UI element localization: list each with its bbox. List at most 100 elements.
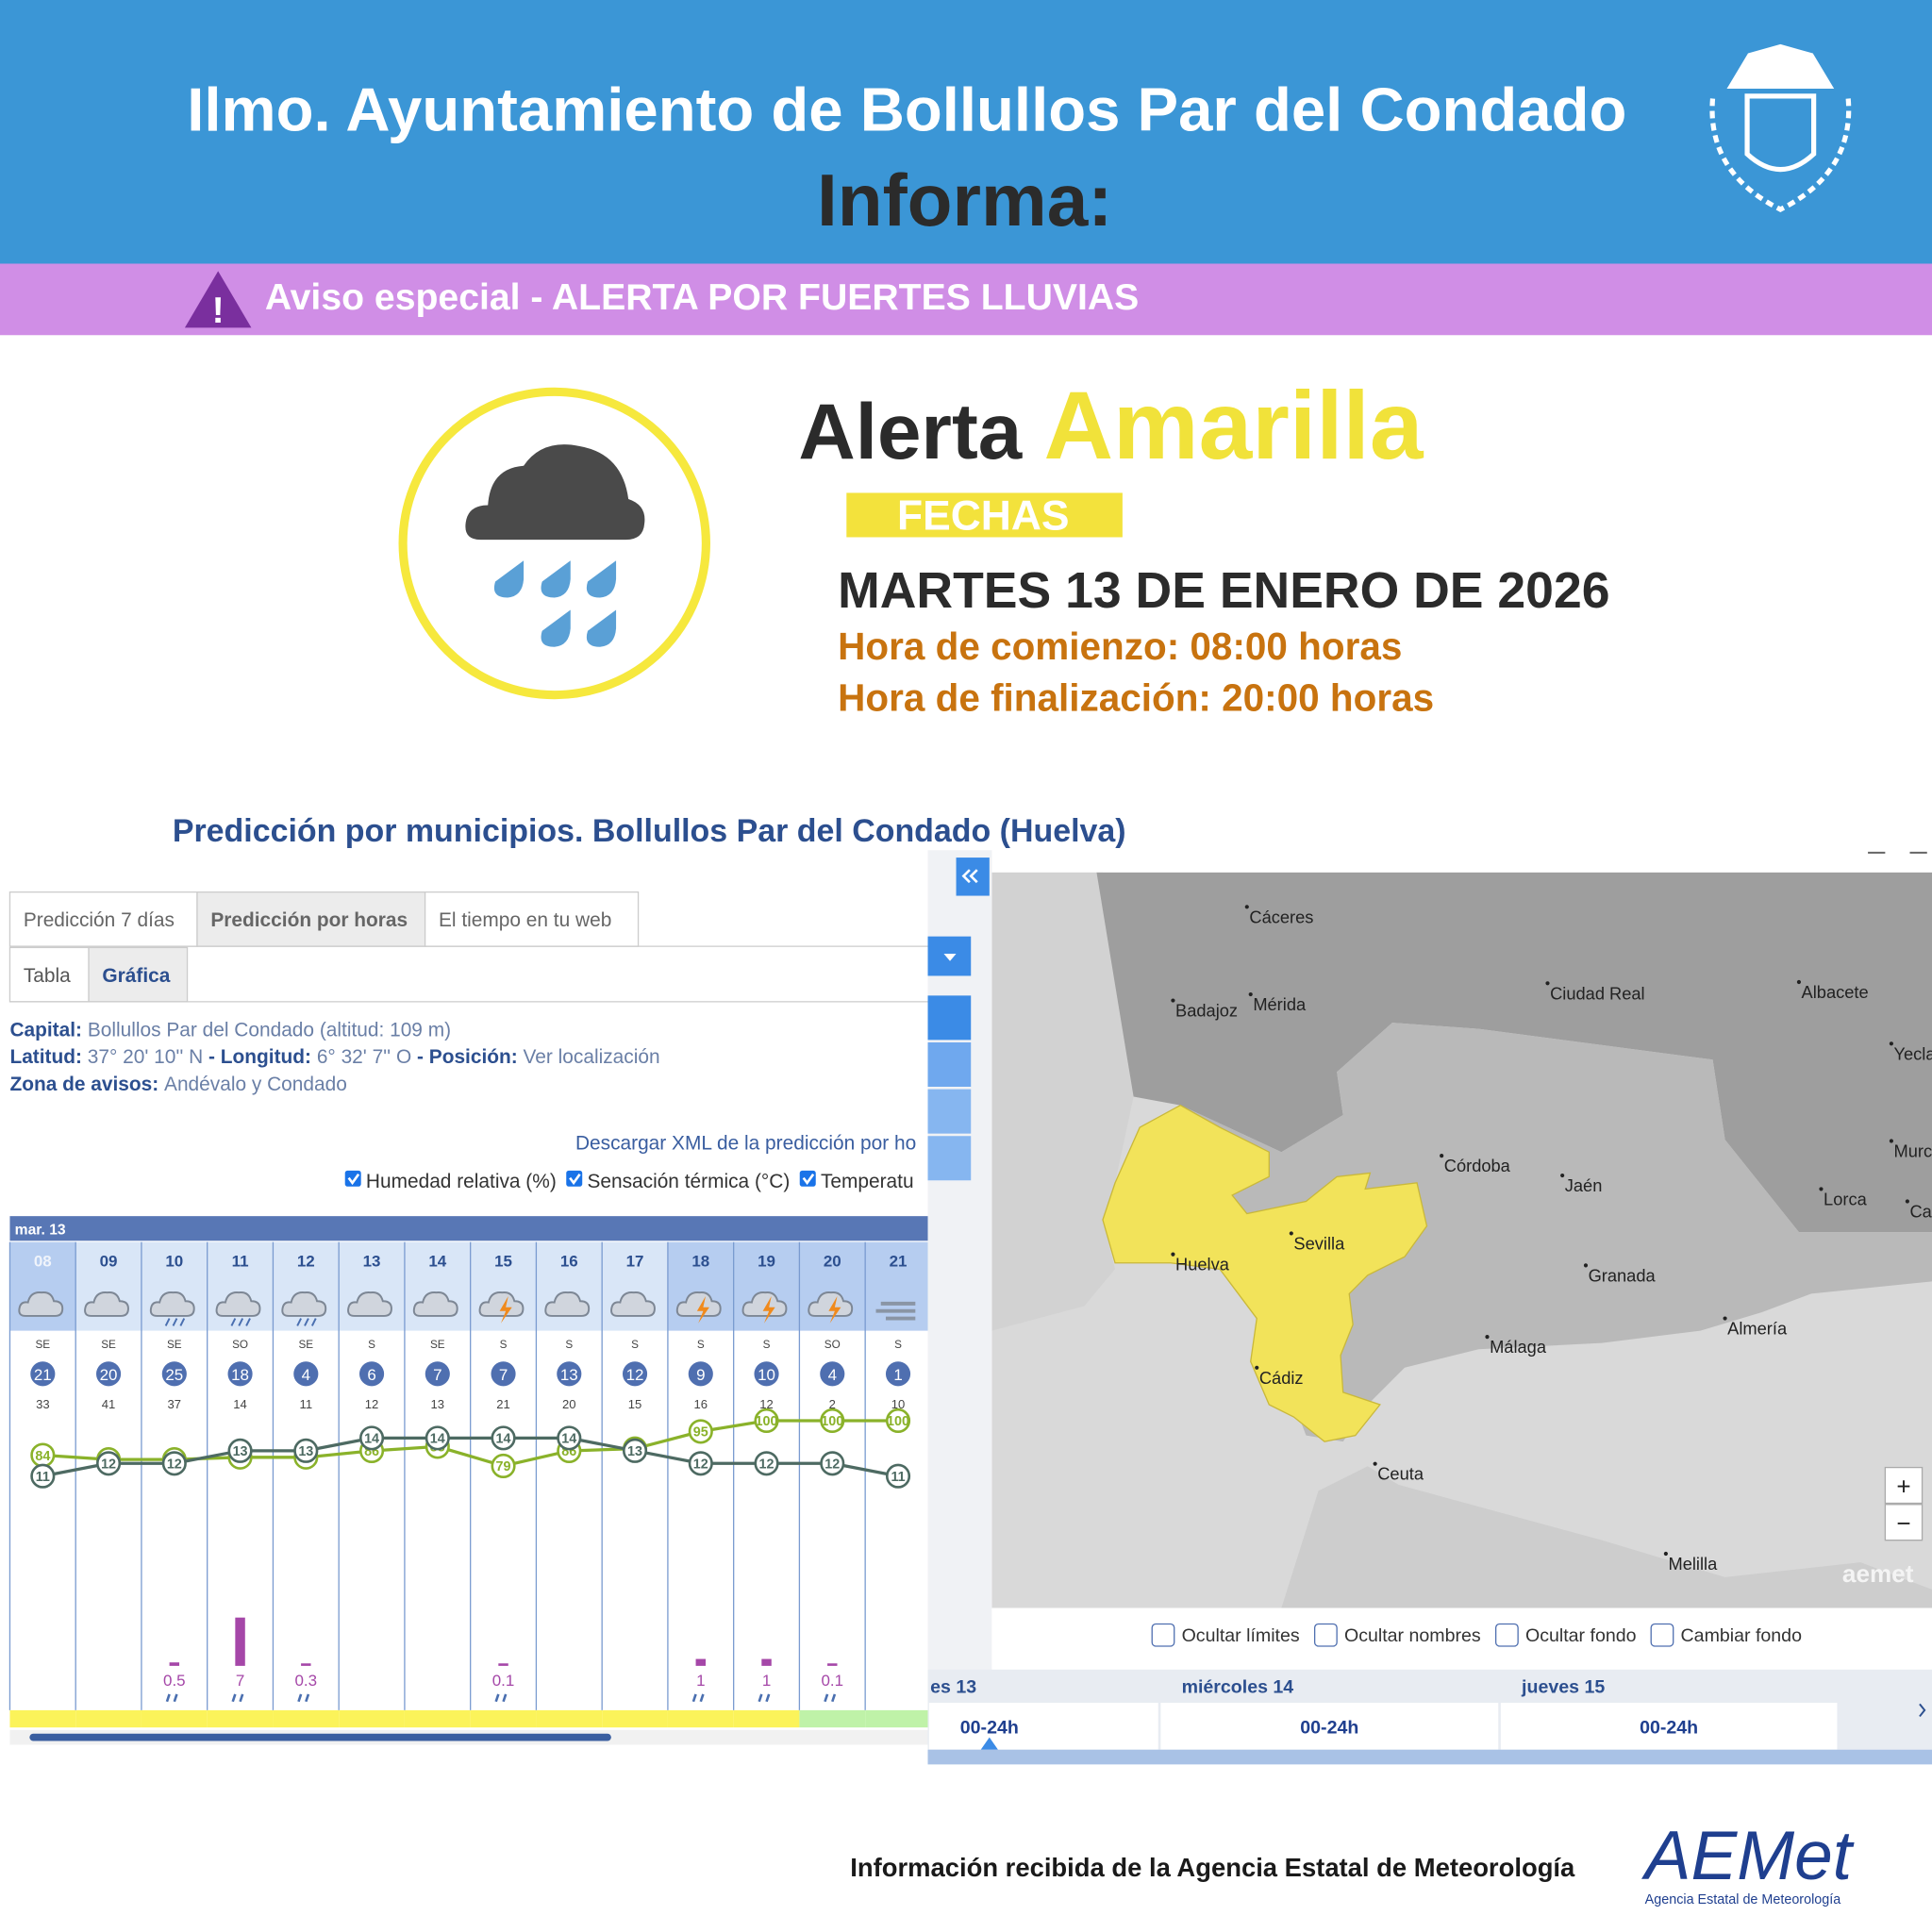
city-dot (1244, 905, 1249, 909)
wind-speed: 1 (893, 1366, 902, 1384)
wind-dir: S (565, 1339, 573, 1351)
cloud-icon (675, 1291, 722, 1317)
layer-btn (927, 1089, 972, 1134)
wind-circle (30, 1361, 56, 1387)
info-part: Andévalo y Condado (164, 1074, 347, 1095)
check-label: Sensación térmica (°C) (587, 1171, 790, 1192)
warning-strip (404, 1709, 471, 1728)
wind-dir: S (894, 1339, 902, 1351)
spain-north (1096, 872, 1932, 1233)
cloud-icon (84, 1291, 129, 1317)
precip-bar (169, 1662, 180, 1666)
cloud-icon (465, 444, 645, 541)
city-dot (1171, 998, 1175, 1003)
check (347, 1173, 360, 1186)
wind-speed: 6 (367, 1366, 375, 1384)
precip-label: 0.1 (821, 1672, 843, 1690)
wind-dir: S (500, 1339, 508, 1351)
city-label: Lorca (1824, 1189, 1868, 1208)
hour: 18 (691, 1253, 709, 1271)
alert-zone (1102, 1104, 1428, 1442)
temperature-point (96, 1451, 122, 1476)
africa (1281, 1466, 1932, 1608)
alert-date: MARTES 13 DE ENERO DE 2026 (838, 563, 1609, 619)
city-label: Murci (1894, 1141, 1932, 1160)
option-label: Ocultar fondo (1525, 1625, 1637, 1646)
aemet-logo: AEMet (1641, 1818, 1855, 1894)
wind-circle (688, 1361, 713, 1387)
check (802, 1173, 815, 1186)
cloud-icon (808, 1291, 854, 1317)
wind-dir: SE (430, 1339, 445, 1351)
option-label: Ocultar nombres (1344, 1625, 1481, 1646)
wind-speed: 9 (696, 1366, 705, 1384)
hour: 21 (890, 1253, 908, 1271)
day-bar (9, 1216, 929, 1241)
wind-circle (885, 1361, 911, 1387)
city-label: Granada (1589, 1265, 1657, 1285)
options-bg (991, 1607, 1932, 1670)
precip-bar (827, 1663, 838, 1666)
zoom-icon: − (1896, 1509, 1910, 1538)
rain-drops (493, 560, 617, 647)
cloud-icon (741, 1291, 788, 1317)
hour: 08 (34, 1253, 52, 1271)
humidity-label: 95 (693, 1425, 708, 1441)
temperature-point (227, 1438, 253, 1463)
info-part: Bollullos Par del Condado (altitud: 109 … (88, 1019, 451, 1041)
temperature-label: 14 (364, 1432, 379, 1447)
wind-dir: SE (167, 1339, 182, 1351)
humidity-point (885, 1407, 911, 1434)
day-tab: jueves 15 (1521, 1677, 1605, 1698)
next-arrow (1919, 1703, 1926, 1718)
temperature-point (491, 1425, 516, 1451)
temperature-point (30, 1463, 56, 1489)
info-part: Ver localización (524, 1046, 660, 1068)
hour: 13 (363, 1253, 381, 1271)
checkbox (344, 1170, 361, 1187)
zoom-btn (1884, 1504, 1924, 1541)
hour: 16 (560, 1253, 578, 1271)
precip-label: 1 (696, 1672, 705, 1690)
wind-speed: 7 (499, 1366, 508, 1384)
temperature-label: 14 (496, 1432, 511, 1447)
forecast-title: Predicción por municipios. Bollullos Par… (173, 813, 1126, 849)
city-dot (1583, 1263, 1589, 1268)
temperature-label: 12 (693, 1457, 708, 1473)
city-dot (1560, 1173, 1565, 1178)
layer-btn (927, 1136, 972, 1181)
rain-icon (164, 1318, 186, 1326)
period-cell (928, 1703, 1158, 1750)
subtab-label: Gráfica (102, 965, 170, 987)
city-label: Ca (1909, 1201, 1932, 1221)
drop-icon (824, 1693, 837, 1703)
info-part: 37° 20' 10'' N (88, 1046, 203, 1068)
warning-strip (339, 1709, 405, 1728)
zoom-btn (1884, 1466, 1924, 1505)
city-label: Ciudad Real (1550, 983, 1645, 1003)
hour: 11 (232, 1253, 249, 1271)
wind-dir: SE (101, 1339, 116, 1351)
humidity-label: 100 (887, 1414, 909, 1429)
bolt-icon (828, 1296, 841, 1324)
warning-strip (865, 1709, 929, 1728)
drop-icon (691, 1693, 705, 1703)
city-label: Sevilla (1293, 1233, 1345, 1253)
humidity-label: 100 (756, 1414, 778, 1429)
tab (196, 891, 426, 947)
bolt-icon (696, 1296, 709, 1324)
temperature-label: 12 (824, 1457, 840, 1473)
city-dot (1255, 1365, 1259, 1370)
info-line: Capital: Bollullos Par del Condado (alti… (9, 1019, 451, 1041)
day-label: mar. 13 (15, 1223, 66, 1239)
dropdown-caret (943, 953, 957, 961)
warning-strip (799, 1709, 866, 1728)
gust: 12 (365, 1397, 379, 1411)
cloud-icon (412, 1291, 458, 1317)
wind-circle (425, 1361, 450, 1387)
precip-bar (695, 1658, 707, 1666)
precip-bar (301, 1663, 311, 1666)
city-label: Melilla (1668, 1554, 1718, 1574)
footer-text: Información recibida de la Agencia Estat… (850, 1853, 1575, 1882)
cloud-icon (610, 1291, 656, 1317)
